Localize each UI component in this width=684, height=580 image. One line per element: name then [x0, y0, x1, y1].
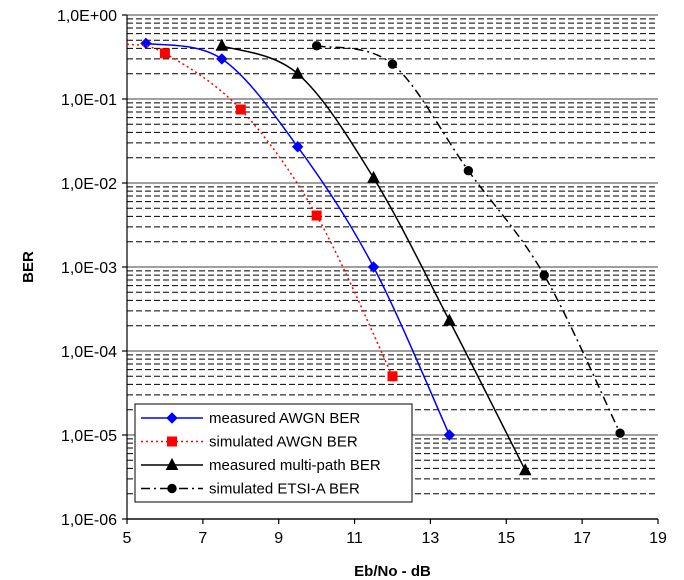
legend-label: measured multi-path BER — [209, 457, 381, 474]
legend: measured AWGN BER simulated AWGN BER measu… — [134, 403, 413, 503]
data-point — [443, 429, 456, 441]
series-4 — [311, 41, 625, 438]
data-point — [215, 38, 229, 51]
y-tick-label: 1,0E-06 — [61, 512, 117, 529]
x-tick-label: 7 — [198, 530, 207, 547]
x-tick-label: 9 — [274, 530, 283, 547]
x-tick-label: 13 — [422, 530, 440, 547]
y-tick-label: 1,0E-02 — [61, 176, 117, 193]
data-point — [235, 104, 246, 115]
data-point — [539, 270, 549, 280]
data-point — [367, 170, 380, 183]
y-tick-label: 1,0E+00 — [57, 8, 117, 25]
y-axis-title: BER — [20, 251, 37, 283]
data-point — [159, 48, 170, 59]
y-tick-label: 1,0E-05 — [61, 428, 117, 445]
data-point — [518, 463, 532, 476]
x-tick-label: 15 — [497, 530, 515, 547]
data-point — [463, 166, 474, 176]
x-tick-label: 17 — [573, 530, 591, 547]
legend-label: simulated ETSI-A BER — [209, 481, 360, 498]
x-tick-label: 5 — [123, 530, 132, 547]
series-line — [221, 45, 526, 471]
legend-label: simulated AWGN BER — [209, 434, 358, 451]
legend-label: measured AWGN BER — [209, 410, 360, 427]
series-line — [126, 43, 394, 377]
data-point — [291, 141, 304, 153]
data-point — [216, 53, 228, 65]
y-tick-labels: 1,0E+00 1,0E-01 1,0E-02 1,0E-03 1,0E-04 1,0E-… — [57, 8, 117, 529]
legend-marker — [167, 436, 177, 447]
x-tick-labels: 5 7 9 11 13 15 17 19 — [123, 530, 667, 547]
data-point — [367, 261, 380, 273]
x-tick-label: 11 — [346, 530, 363, 547]
series-2 — [126, 43, 398, 382]
data-point — [387, 59, 398, 69]
x-tick-label: 19 — [649, 530, 667, 547]
data-point — [291, 66, 305, 79]
data-point — [311, 210, 322, 221]
data-point — [443, 313, 456, 326]
y-tick-label: 1,0E-04 — [61, 344, 117, 361]
legend-box — [134, 403, 413, 503]
data-point — [615, 428, 625, 438]
series-3 — [215, 38, 532, 476]
legend-marker — [165, 457, 179, 470]
x-axis-title: Eb/No - dB — [354, 563, 431, 580]
series-line — [316, 45, 621, 434]
legend-marker — [167, 483, 177, 494]
data-point — [311, 41, 322, 51]
legend-marker — [166, 412, 178, 424]
y-tick-label: 1,0E-03 — [61, 260, 117, 277]
axes — [122, 14, 659, 524]
data-point — [387, 371, 398, 382]
series-1 — [140, 37, 456, 441]
series-line — [145, 42, 451, 436]
series — [126, 37, 625, 476]
y-tick-label: 1,0E-01 — [61, 92, 117, 109]
